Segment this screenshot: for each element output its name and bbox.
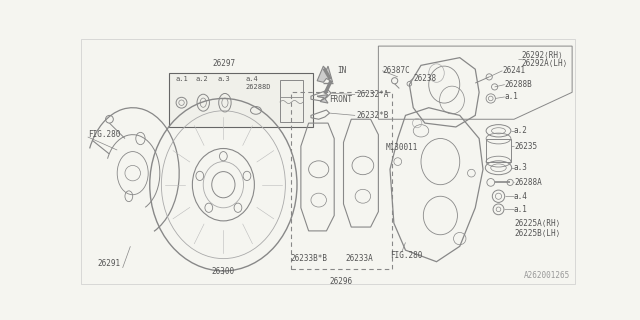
- Text: a.1: a.1: [505, 92, 518, 101]
- Text: 26288A: 26288A: [514, 178, 541, 187]
- Text: 26225B⟨LH⟩: 26225B⟨LH⟩: [514, 229, 560, 238]
- Text: 26288D: 26288D: [245, 84, 271, 90]
- Text: 26233B*B: 26233B*B: [290, 254, 327, 263]
- Text: 26387C: 26387C: [382, 66, 410, 75]
- Text: a.4: a.4: [245, 76, 258, 82]
- Text: 26241: 26241: [502, 66, 525, 75]
- Text: a.4: a.4: [514, 192, 528, 201]
- Text: 26225A⟨RH⟩: 26225A⟨RH⟩: [514, 219, 560, 228]
- Text: FRONT: FRONT: [330, 95, 353, 104]
- Text: 26232*A: 26232*A: [356, 90, 389, 99]
- Text: 26233A: 26233A: [345, 254, 373, 263]
- Text: a.2: a.2: [195, 76, 208, 82]
- Polygon shape: [317, 66, 333, 82]
- Text: 26297: 26297: [212, 59, 235, 68]
- Text: 26238: 26238: [413, 74, 436, 83]
- Text: a.3: a.3: [514, 163, 528, 172]
- Text: a.1: a.1: [514, 205, 528, 214]
- Text: a.3: a.3: [217, 76, 230, 82]
- Text: 26292A⟨LH⟩: 26292A⟨LH⟩: [522, 59, 568, 68]
- Text: A262001265: A262001265: [524, 271, 570, 280]
- Text: 26296: 26296: [330, 277, 353, 286]
- Text: 26292⟨RH⟩: 26292⟨RH⟩: [522, 51, 563, 60]
- Text: IN: IN: [337, 66, 346, 75]
- Text: a.2: a.2: [514, 126, 528, 135]
- Text: FIG.280: FIG.280: [390, 251, 422, 260]
- Text: 26235: 26235: [514, 142, 537, 151]
- Text: 26288B: 26288B: [505, 80, 532, 89]
- Text: a.1: a.1: [175, 76, 188, 82]
- Polygon shape: [317, 95, 328, 103]
- Text: 26232*B: 26232*B: [356, 111, 389, 120]
- Text: FIG.280: FIG.280: [88, 130, 120, 139]
- Bar: [291, 92, 392, 269]
- Bar: [280, 80, 303, 122]
- Bar: [486, 139, 511, 162]
- Text: 26300: 26300: [212, 267, 235, 276]
- Text: M130011: M130011: [386, 143, 419, 152]
- Text: 26291: 26291: [98, 259, 121, 268]
- Bar: [169, 73, 312, 127]
